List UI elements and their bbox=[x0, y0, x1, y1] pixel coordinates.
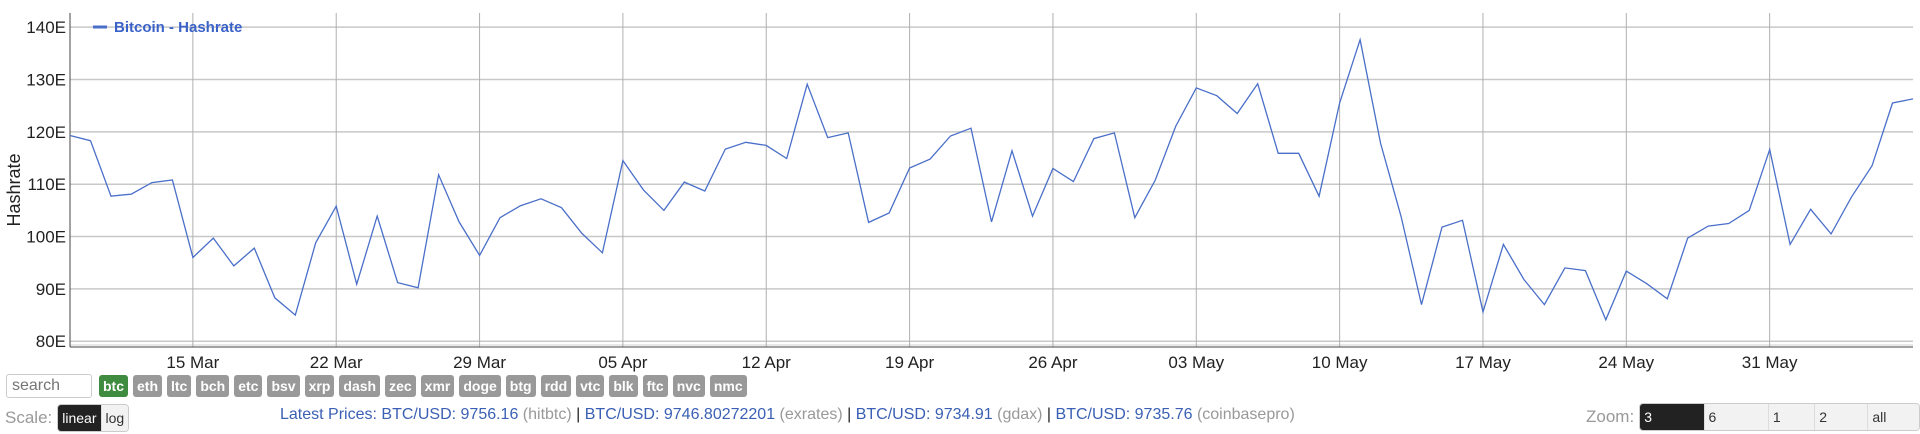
coin-button-btc[interactable]: btc bbox=[99, 375, 128, 397]
coin-button-nvc[interactable]: nvc bbox=[672, 375, 705, 397]
price-pair: BTC/USD: bbox=[381, 406, 461, 423]
price-separator: | bbox=[842, 406, 856, 423]
scale-button-linear[interactable]: linear bbox=[58, 405, 101, 431]
coin-button-eth[interactable]: eth bbox=[133, 375, 162, 397]
search-input[interactable] bbox=[6, 374, 92, 398]
coin-button-xrp[interactable]: xrp bbox=[304, 375, 335, 397]
scale-toggle: linear log bbox=[57, 404, 130, 432]
scale-control: Scale: linear log bbox=[5, 404, 130, 432]
y-tick-label: 130E bbox=[26, 70, 66, 89]
legend[interactable]: Bitcoin - Hashrate bbox=[93, 19, 242, 36]
coin-button-rdd[interactable]: rdd bbox=[540, 375, 572, 397]
y-axis: 80E 90E 100E 110E 120E 130E 140E bbox=[26, 18, 66, 351]
y-tick-label: 90E bbox=[36, 280, 66, 299]
x-tick-label: 10 May bbox=[1312, 353, 1368, 372]
price-value: 9746.80272201 bbox=[663, 406, 780, 423]
price-item[interactable]: BTC/USD: 9735.76 (coinbasepro) bbox=[1056, 406, 1295, 423]
y-tick-label: 120E bbox=[26, 123, 66, 142]
coin-selector: btc eth ltc bch etc bsv xrp dash zec xmr doge btg rd… bbox=[99, 375, 747, 397]
price-pair: BTC/USD: bbox=[855, 406, 935, 423]
zoom-button-1-year[interactable]: 1 year bbox=[1767, 404, 1815, 430]
y-axis-label: Hashrate bbox=[4, 153, 24, 226]
coin-button-nmc[interactable]: nmc bbox=[709, 375, 747, 397]
y-tick-label: 80E bbox=[36, 332, 66, 351]
coin-button-doge[interactable]: doge bbox=[459, 375, 501, 397]
price-pair: BTC/USD: bbox=[1055, 406, 1135, 423]
x-tick-label: 19 Apr bbox=[885, 353, 934, 372]
x-tick-label: 22 Mar bbox=[310, 353, 363, 372]
coin-button-bsv[interactable]: bsv bbox=[267, 375, 300, 397]
legend-label: Bitcoin - Hashrate bbox=[114, 19, 242, 36]
coin-button-xmr[interactable]: xmr bbox=[420, 375, 455, 397]
coin-button-ftc[interactable]: ftc bbox=[642, 375, 668, 397]
coin-button-dash[interactable]: dash bbox=[339, 375, 381, 397]
zoom-button-all-time[interactable]: all time bbox=[1867, 404, 1920, 430]
grid bbox=[69, 13, 1913, 348]
x-tick-label: 12 Apr bbox=[742, 353, 791, 372]
x-tick-label: 29 Mar bbox=[453, 353, 506, 372]
price-pair: BTC/USD: bbox=[584, 406, 664, 423]
price-exchange: (exrates) bbox=[779, 406, 843, 423]
scale-button-log[interactable]: log bbox=[100, 405, 129, 431]
scale-label: Scale: bbox=[5, 408, 53, 427]
series-line-bitcoin-hashrate bbox=[69, 37, 1914, 322]
price-item[interactable]: BTC/USD: 9734.91 (gdax) bbox=[856, 406, 1043, 423]
x-tick-label: 15 Mar bbox=[166, 353, 219, 372]
zoom-button-3-months[interactable]: 3 months bbox=[1640, 404, 1704, 430]
latest-prices: Latest Prices: BTC/USD: 9756.16 (hitbtc)… bbox=[280, 406, 1295, 424]
x-tick-label: 03 May bbox=[1168, 353, 1224, 372]
price-exchange: (hitbtc) bbox=[522, 406, 572, 423]
price-item[interactable]: BTC/USD: 9756.16 (hitbtc) bbox=[381, 406, 571, 423]
price-value: 9756.16 bbox=[460, 406, 523, 423]
x-axis: 15 Mar 22 Mar 29 Mar 05 Apr 12 Apr 19 Apr 26 A… bbox=[166, 353, 1798, 372]
coin-button-blk[interactable]: blk bbox=[609, 375, 638, 397]
zoom-button-2-years[interactable]: 2 years bbox=[1814, 404, 1868, 430]
coin-button-zec[interactable]: zec bbox=[385, 375, 416, 397]
price-value: 9734.91 bbox=[934, 406, 998, 423]
x-tick-label: 31 May bbox=[1742, 353, 1798, 372]
coin-button-etc[interactable]: etc bbox=[234, 375, 263, 397]
coin-button-vtc[interactable]: vtc bbox=[576, 375, 605, 397]
price-exchange: (gdax) bbox=[997, 406, 1043, 423]
zoom-control: Zoom: 3 months6 months1 year2 yearsall t… bbox=[1586, 403, 1920, 431]
coin-button-ltc[interactable]: ltc bbox=[167, 375, 192, 397]
latest-prices-label: Latest Prices: bbox=[280, 406, 377, 423]
zoom-toggle: 3 months6 months1 year2 yearsall time bbox=[1639, 403, 1920, 431]
x-tick-label: 24 May bbox=[1598, 353, 1654, 372]
hashrate-chart: 80E 90E 100E 110E 120E 130E 140E 15 Mar 22 Mar 2… bbox=[4, 13, 1914, 372]
price-exchange: (coinbasepro) bbox=[1196, 406, 1295, 423]
price-value: 9735.76 bbox=[1134, 406, 1197, 423]
coin-button-bch[interactable]: bch bbox=[196, 375, 230, 397]
price-separator: | bbox=[1042, 406, 1056, 423]
zoom-button-6-months[interactable]: 6 months bbox=[1703, 404, 1768, 430]
zoom-label: Zoom: bbox=[1586, 407, 1635, 426]
x-tick-label: 05 Apr bbox=[598, 353, 647, 372]
price-separator: | bbox=[571, 406, 585, 423]
y-tick-label: 140E bbox=[26, 18, 66, 37]
x-tick-label: 17 May bbox=[1455, 353, 1511, 372]
coin-button-btg[interactable]: btg bbox=[505, 375, 536, 397]
y-tick-label: 110E bbox=[28, 175, 66, 194]
price-item[interactable]: BTC/USD: 9746.80272201 (exrates) bbox=[585, 406, 843, 423]
x-tick-label: 26 Apr bbox=[1028, 353, 1077, 372]
y-tick-label: 100E bbox=[26, 228, 66, 247]
